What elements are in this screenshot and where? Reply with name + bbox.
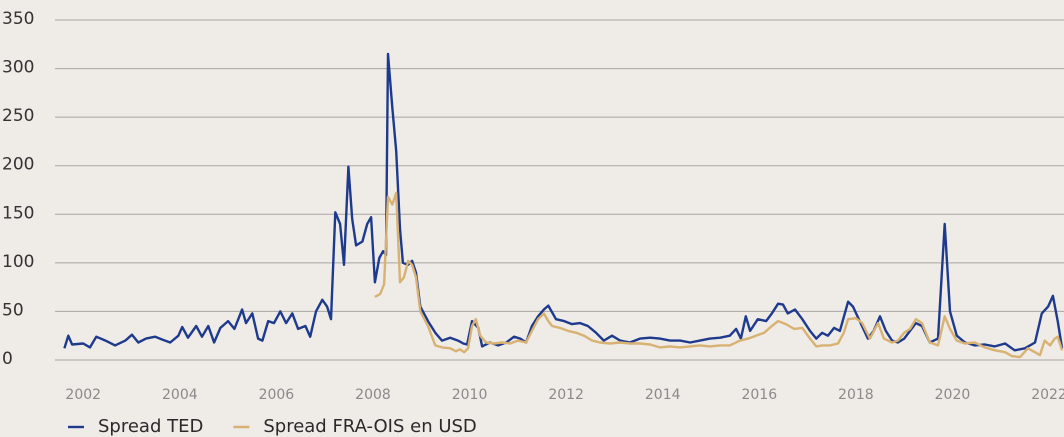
y-tick-label: 250 [2, 106, 34, 126]
y-tick-label: 200 [2, 155, 34, 175]
x-tick-label: 2010 [452, 387, 488, 403]
legend-label: Spread TED [98, 416, 203, 437]
x-tick-label: 2004 [162, 387, 198, 403]
x-tick-label: 2002 [65, 387, 101, 403]
y-tick-label: 350 [2, 9, 34, 29]
y-tick-label: 150 [2, 203, 34, 223]
y-tick-label: 100 [2, 252, 34, 272]
y-tick-label: 50 [2, 300, 24, 320]
x-tick-label: 2016 [741, 387, 777, 403]
x-tick-label: 2012 [548, 387, 584, 403]
x-tick-label: 2008 [355, 387, 391, 403]
x-tick-label: 2020 [935, 387, 971, 403]
x-tick-label: 2006 [259, 387, 295, 403]
y-tick-label: 0 [2, 349, 13, 369]
series-line [374, 191, 1064, 359]
legend-label: Spread FRA-OIS en USD [263, 416, 476, 437]
x-tick-label: 2018 [838, 387, 874, 403]
x-tick-label: 2014 [645, 387, 681, 403]
x-tick-label: 2022 [1031, 387, 1064, 403]
y-tick-label: 300 [2, 58, 34, 78]
series-line [63, 52, 1064, 352]
